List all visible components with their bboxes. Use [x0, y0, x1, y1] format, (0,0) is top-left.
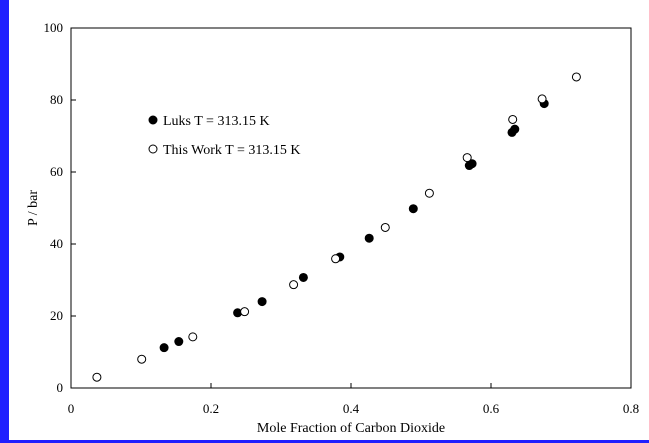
legend: Luks T = 313.15 K This Work T = 313.15 K — [148, 114, 300, 158]
y-tick-label: 80 — [50, 92, 63, 107]
this-work-data-point — [571, 72, 581, 82]
this-work-data-point — [462, 153, 472, 163]
legend-label: Luks T = 313.15 K — [163, 114, 270, 129]
y-tick-label: 100 — [44, 20, 64, 35]
this-work-data-point — [508, 114, 518, 124]
legend-marker — [148, 144, 158, 154]
x-tick-label: 0.2 — [203, 401, 219, 416]
y-tick-label: 20 — [50, 308, 63, 323]
luks-data-point — [467, 159, 477, 169]
legend-label: This Work T = 313.15 K — [163, 143, 300, 158]
luks-data-point — [159, 343, 169, 353]
this-work-data-point — [240, 307, 250, 317]
plot-area-frame — [70, 27, 632, 389]
y-axis-ticks: 0 20 40 60 80 100 — [44, 20, 76, 395]
x-axis-ticks: 0 0.2 0.4 0.6 0.8 — [68, 383, 639, 416]
data-points — [92, 72, 581, 382]
this-work-data-point — [331, 254, 341, 264]
this-work-data-point — [289, 280, 299, 290]
x-tick-label: 0.4 — [343, 401, 360, 416]
x-tick-label: 0.8 — [623, 401, 639, 416]
luks-data-point — [174, 337, 184, 347]
this-work-data-point — [537, 94, 547, 104]
left-border-bar — [0, 0, 9, 443]
luks-data-point — [364, 233, 374, 243]
this-work-data-point — [92, 372, 102, 382]
x-tick-label: 0 — [68, 401, 75, 416]
this-work-data-point — [380, 222, 390, 232]
this-work-data-point — [137, 354, 147, 364]
y-tick-label: 0 — [57, 380, 64, 395]
luks-data-point — [408, 204, 418, 214]
luks-data-point — [510, 124, 520, 134]
bottom-border-bar — [0, 440, 649, 443]
this-work-data-point — [188, 332, 198, 342]
this-work-data-point — [424, 188, 434, 198]
legend-marker — [148, 115, 158, 125]
luks-data-point — [257, 297, 267, 307]
luks-data-point — [298, 272, 308, 282]
y-tick-label: 60 — [50, 164, 63, 179]
y-axis-label: P / bar — [26, 190, 41, 226]
x-tick-label: 0.6 — [483, 401, 500, 416]
x-axis-label: Mole Fraction of Carbon Dioxide — [257, 421, 445, 436]
y-tick-label: 40 — [50, 236, 63, 251]
